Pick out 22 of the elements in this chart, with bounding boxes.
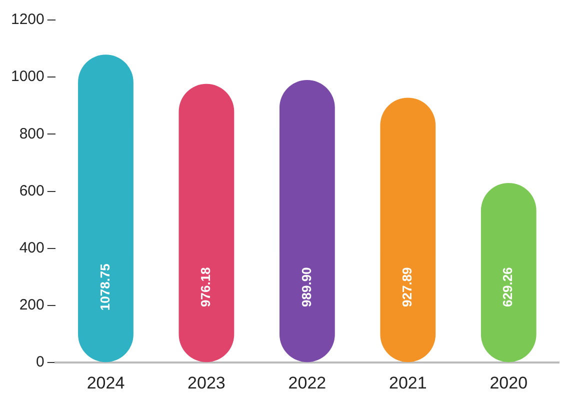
data-label: 976.18 [198, 267, 214, 307]
y-tick-label: 1200 [10, 11, 44, 28]
bar [480, 182, 536, 362]
x-tick-label: 2023 [188, 373, 226, 392]
data-label: 629.26 [500, 267, 516, 307]
x-tick-label: 2024 [86, 373, 125, 392]
y-tick-label: 400 [19, 240, 44, 257]
bar [78, 54, 134, 362]
bar [380, 98, 436, 362]
x-tick-label: 2021 [388, 373, 427, 392]
x-tick-label: 2022 [288, 373, 326, 392]
y-tick-label: 800 [19, 125, 44, 142]
data-label: 927.89 [399, 267, 414, 307]
y-tick-label: 600 [19, 182, 44, 200]
y-tick-label: 200 [19, 296, 44, 314]
y-tick-label: 1000 [10, 68, 44, 86]
data-label: 1078.75 [97, 264, 112, 311]
y-tick-label: 0 [36, 354, 44, 371]
bar [178, 84, 234, 362]
data-label: 989.90 [298, 267, 314, 307]
bar [279, 80, 335, 362]
x-tick-label: 2020 [490, 373, 528, 392]
